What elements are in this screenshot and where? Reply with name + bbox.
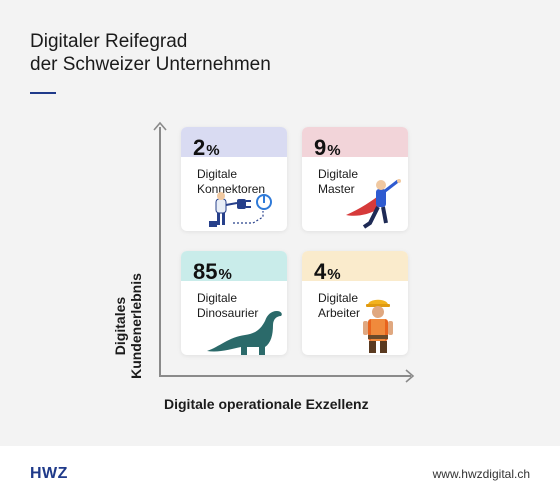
quadrant-label-line-1: Digitale (318, 291, 359, 305)
quadrant-value: 9 (314, 135, 327, 160)
quadrant-label: Digitale Arbeiter (318, 291, 360, 321)
x-axis-arrow-icon (405, 369, 415, 383)
quadrant-label-line-1: Digitale (197, 167, 238, 181)
percent-sign: % (218, 266, 232, 283)
quadrant-label: Digitale Master (318, 167, 358, 197)
quadrant-band (302, 251, 408, 281)
quadrant-card-dinosaurier: 85% Digitale Dinosaurier (181, 251, 287, 355)
quadrant-band (302, 127, 408, 157)
dinosaur-icon (207, 311, 282, 355)
quadrant-card-konnektoren: 2% Digitale Konnektoren (181, 127, 287, 231)
y-axis-arrow-icon (153, 121, 167, 131)
quadrant-band (181, 251, 287, 281)
quadrant-label-line-2: Konnektoren (197, 182, 266, 196)
quadrant-percentage: 9% (314, 135, 341, 161)
quadrant-value: 2 (193, 135, 206, 160)
quadrant-label-line-1: Digitale (318, 167, 359, 181)
quadrant-card-master: 9% Digitale Master (302, 127, 408, 231)
percent-sign: % (327, 142, 341, 159)
footer: HWZ www.hwzdigital.ch (0, 446, 560, 503)
y-axis-label: Digitales Kundenerlebnis (112, 271, 144, 381)
y-axis-line (159, 127, 161, 376)
y-axis-label-line-1: Digitales (112, 296, 128, 356)
quadrant-label-line-1: Digitale (197, 291, 238, 305)
y-axis-label-line-2: Kundenerlebnis (128, 273, 144, 379)
x-axis-line (159, 375, 411, 377)
title-underline (30, 92, 56, 94)
superhero-icon (346, 179, 401, 229)
quadrant-value: 4 (314, 259, 327, 284)
percent-sign: % (327, 266, 341, 283)
quadrant-label: Digitale Konnektoren (197, 167, 265, 197)
x-axis-label: Digitale operationale Exzellenz (164, 396, 369, 412)
quadrant-label-line-2: Arbeiter (318, 306, 361, 320)
quadrant-percentage: 85% (193, 259, 232, 285)
quadrant-label: Digitale Dinosaurier (197, 291, 258, 321)
quadrant-percentage: 4% (314, 259, 341, 285)
quadrant-card-arbeiter: 4% Digitale Arbeiter (302, 251, 408, 355)
title-line-2: der Schweizer Unternehmen (30, 54, 271, 75)
quadrant-band (181, 127, 287, 157)
title-line-1: Digitaler Reifegrad (30, 31, 188, 52)
worker-icon (363, 299, 393, 353)
quadrant-value: 85 (193, 259, 218, 284)
percent-sign: % (206, 142, 220, 159)
brand-logo: HWZ (30, 465, 68, 482)
quadrant-percentage: 2% (193, 135, 220, 161)
plug-icon (209, 192, 272, 227)
main-panel: Digitaler Reifegrad der Schweizer Untern… (0, 0, 560, 446)
quadrant-label-line-2: Master (318, 182, 355, 196)
quadrant-label-line-2: Dinosaurier (197, 306, 259, 320)
page-title: Digitaler Reifegrad der Schweizer Untern… (30, 30, 271, 76)
website-url[interactable]: www.hwzdigital.ch (432, 467, 530, 481)
